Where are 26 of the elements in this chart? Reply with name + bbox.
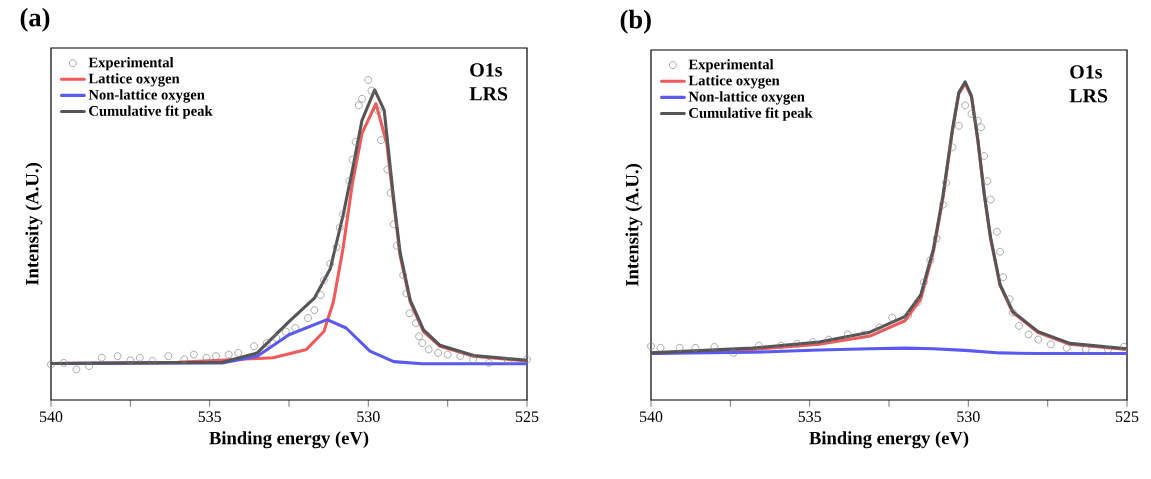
x-tick-label: 525 <box>515 411 539 423</box>
y-axis-title: Intensity (A.U.) <box>625 164 643 287</box>
x-axis-title: Binding energy (eV) <box>809 431 969 449</box>
x-tick-label: 525 <box>1115 411 1139 423</box>
text: O1s <box>1070 65 1103 79</box>
x-tick-label: 530 <box>957 411 980 423</box>
legend-label: Experimental <box>688 59 774 73</box>
x-tick-label: 540 <box>39 411 63 423</box>
legend-label: Cumulative fit peak <box>689 107 813 121</box>
x-tick-label: 530 <box>357 411 380 423</box>
legend-label: Non-lattice oxygen <box>688 91 805 105</box>
legend-label: Cumulative fit peak <box>89 105 213 119</box>
legend-label: Non-lattice oxygen <box>88 89 205 103</box>
text: O1s <box>470 63 502 77</box>
legend-label: Lattice oxygen <box>88 73 180 87</box>
x-tick-label: 535 <box>198 411 221 423</box>
annotation: LRS <box>469 87 508 101</box>
x-axis-title: Binding energy (eV) <box>209 431 369 449</box>
y-axis-title: Intensity (A.U.) <box>25 163 43 286</box>
legend-label: Experimental <box>88 57 174 71</box>
annotation: LRS <box>1069 89 1108 103</box>
x-tick-label: 535 <box>798 411 822 423</box>
legend-label: Lattice oxygen <box>688 75 780 89</box>
chart-title: (b) <box>620 9 651 34</box>
x-tick-label: 540 <box>639 411 663 423</box>
chart-title: (a) <box>20 7 50 32</box>
